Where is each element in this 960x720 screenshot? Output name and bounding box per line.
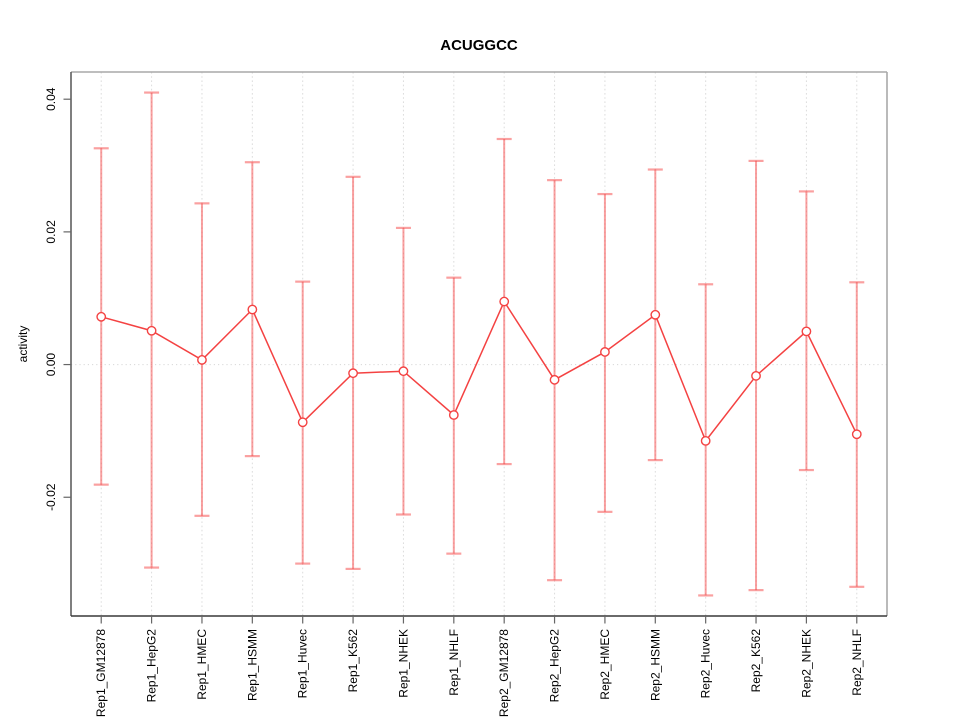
x-tick-label: Rep1_HSMM bbox=[245, 629, 259, 701]
y-tick-label: 0.04 bbox=[44, 87, 58, 111]
data-point-marker bbox=[146, 325, 157, 336]
x-tick-label: Rep1_NHEK bbox=[396, 629, 410, 698]
x-tick-label: Rep1_HepG2 bbox=[145, 629, 159, 703]
x-tick-label: Rep1_NHLF bbox=[447, 629, 461, 696]
y-tick-label: 0.02 bbox=[44, 220, 58, 244]
x-tick-label: Rep1_K562 bbox=[346, 629, 360, 693]
data-point-marker bbox=[851, 429, 862, 440]
data-point-marker bbox=[499, 296, 510, 307]
data-point-marker bbox=[297, 417, 308, 428]
x-tick-label: Rep2_HSMM bbox=[648, 629, 662, 701]
y-axis-title: activity bbox=[16, 326, 30, 363]
data-point-marker bbox=[751, 370, 761, 381]
data-point-marker bbox=[247, 304, 258, 315]
y-tick-label: 0.00 bbox=[44, 353, 58, 377]
data-point-marker bbox=[801, 326, 812, 337]
x-tick-label: Rep2_Huvec bbox=[699, 629, 713, 698]
axis-layer: -0.02 0.00 0.02 0.04 Rep1_GM12878 Rep1_HepG2 R… bbox=[44, 87, 864, 717]
data-point-marker bbox=[600, 347, 610, 357]
x-tick-label: Rep1_GM12878 bbox=[94, 629, 108, 717]
plot-box-layer bbox=[70, 71, 888, 617]
x-tick-label: Rep2_GM12878 bbox=[497, 629, 511, 717]
data-point-marker bbox=[197, 355, 207, 365]
x-tick-label: Rep2_HMEC bbox=[598, 629, 612, 700]
x-tick-label: Rep2_K562 bbox=[749, 629, 763, 693]
x-tick-label: Rep2_NHLF bbox=[850, 629, 864, 696]
y-tick-label: -0.02 bbox=[44, 483, 58, 511]
series-layer bbox=[93, 91, 865, 597]
chart-title: ACUGGCC bbox=[440, 37, 518, 54]
data-point-marker bbox=[96, 311, 107, 322]
data-point-marker bbox=[398, 366, 409, 377]
x-tick-label: Rep2_HepG2 bbox=[548, 629, 562, 703]
series-line bbox=[101, 299, 858, 443]
data-point-marker bbox=[650, 309, 661, 320]
data-point-marker bbox=[348, 368, 358, 379]
data-point-marker bbox=[700, 435, 711, 446]
x-tick-label: Rep2_NHEK bbox=[799, 629, 813, 698]
grid-layer bbox=[71, 72, 887, 616]
data-point-marker bbox=[549, 374, 560, 385]
data-point-marker bbox=[448, 410, 459, 420]
x-tick-label: Rep1_Huvec bbox=[296, 629, 310, 698]
x-tick-label: Rep1_HMEC bbox=[195, 629, 209, 700]
